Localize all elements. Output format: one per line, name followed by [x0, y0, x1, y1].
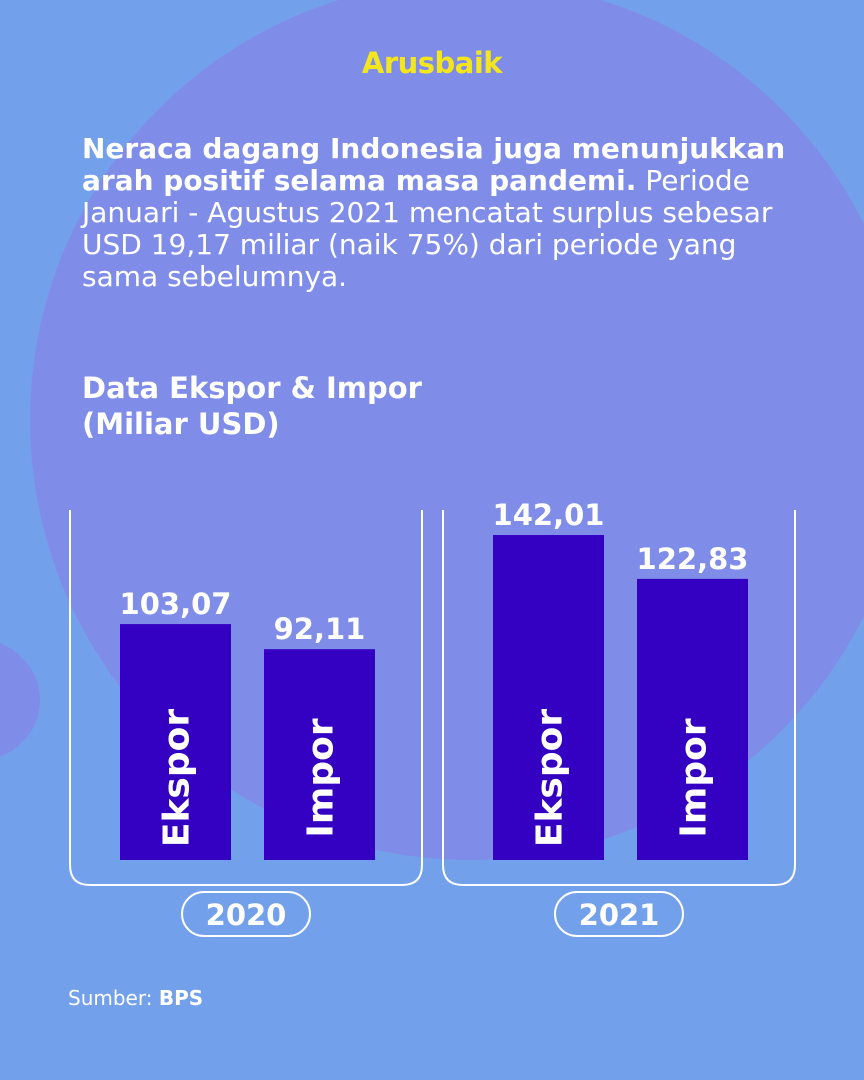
bar: [493, 535, 604, 860]
value-label: 142,01: [493, 498, 605, 532]
series-label: Impor: [674, 718, 715, 837]
intro-text: Neraca dagang Indonesia juga menunjukkan…: [82, 133, 802, 293]
group-pill: [554, 891, 684, 937]
background-circle: [0, 643, 40, 757]
value-label: 92,11: [274, 612, 366, 646]
bar: [264, 649, 375, 860]
value-label: 103,07: [120, 587, 232, 621]
brand-logo: Arusbaik: [361, 46, 503, 80]
x-tick-label: 2021: [579, 898, 660, 932]
source-label: Sumber:: [68, 986, 153, 1010]
source: Sumber: BPS: [68, 986, 203, 1010]
series-label: Impor: [301, 718, 342, 837]
source-name: BPS: [158, 986, 204, 1010]
intro-bold: Neraca dagang Indonesia juga menunjukkan…: [82, 132, 786, 197]
group-frame: [69, 510, 423, 886]
series-label: Ekspor: [157, 709, 198, 847]
group-pill: [181, 891, 311, 937]
series-label: Ekspor: [530, 709, 571, 847]
group-frame: [442, 510, 796, 886]
bar: [120, 624, 231, 860]
bar: [637, 578, 748, 860]
x-tick-label: 2020: [206, 898, 287, 932]
chart-title: Data Ekspor & Impor: [82, 371, 422, 405]
intro-body: Periode Januari - Agustus 2021 mencatat …: [82, 164, 773, 293]
chart-heading: Data Ekspor & Impor (Miliar USD): [82, 370, 422, 442]
value-label: 122,83: [637, 542, 749, 576]
chart-subtitle: (Miliar USD): [82, 407, 280, 441]
